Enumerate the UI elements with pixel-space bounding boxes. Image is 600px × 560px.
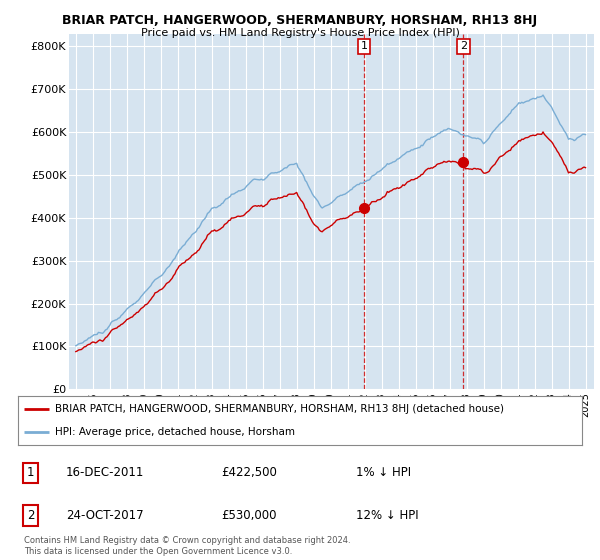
- Text: 2: 2: [26, 509, 34, 522]
- Text: Price paid vs. HM Land Registry's House Price Index (HPI): Price paid vs. HM Land Registry's House …: [140, 28, 460, 38]
- Text: 1: 1: [361, 41, 367, 52]
- Text: Contains HM Land Registry data © Crown copyright and database right 2024.
This d: Contains HM Land Registry data © Crown c…: [24, 536, 350, 556]
- Text: 12% ↓ HPI: 12% ↓ HPI: [356, 509, 419, 522]
- Text: 16-DEC-2011: 16-DEC-2011: [66, 466, 145, 479]
- Text: 24-OCT-2017: 24-OCT-2017: [66, 509, 143, 522]
- Text: £422,500: £422,500: [221, 466, 277, 479]
- Text: £530,000: £530,000: [221, 509, 277, 522]
- Text: BRIAR PATCH, HANGERWOOD, SHERMANBURY, HORSHAM, RH13 8HJ: BRIAR PATCH, HANGERWOOD, SHERMANBURY, HO…: [62, 14, 538, 27]
- Text: 2: 2: [460, 41, 467, 52]
- Text: BRIAR PATCH, HANGERWOOD, SHERMANBURY, HORSHAM, RH13 8HJ (detached house): BRIAR PATCH, HANGERWOOD, SHERMANBURY, HO…: [55, 404, 503, 414]
- Text: 1: 1: [26, 466, 34, 479]
- Text: HPI: Average price, detached house, Horsham: HPI: Average price, detached house, Hors…: [55, 427, 295, 437]
- Text: 1% ↓ HPI: 1% ↓ HPI: [356, 466, 412, 479]
